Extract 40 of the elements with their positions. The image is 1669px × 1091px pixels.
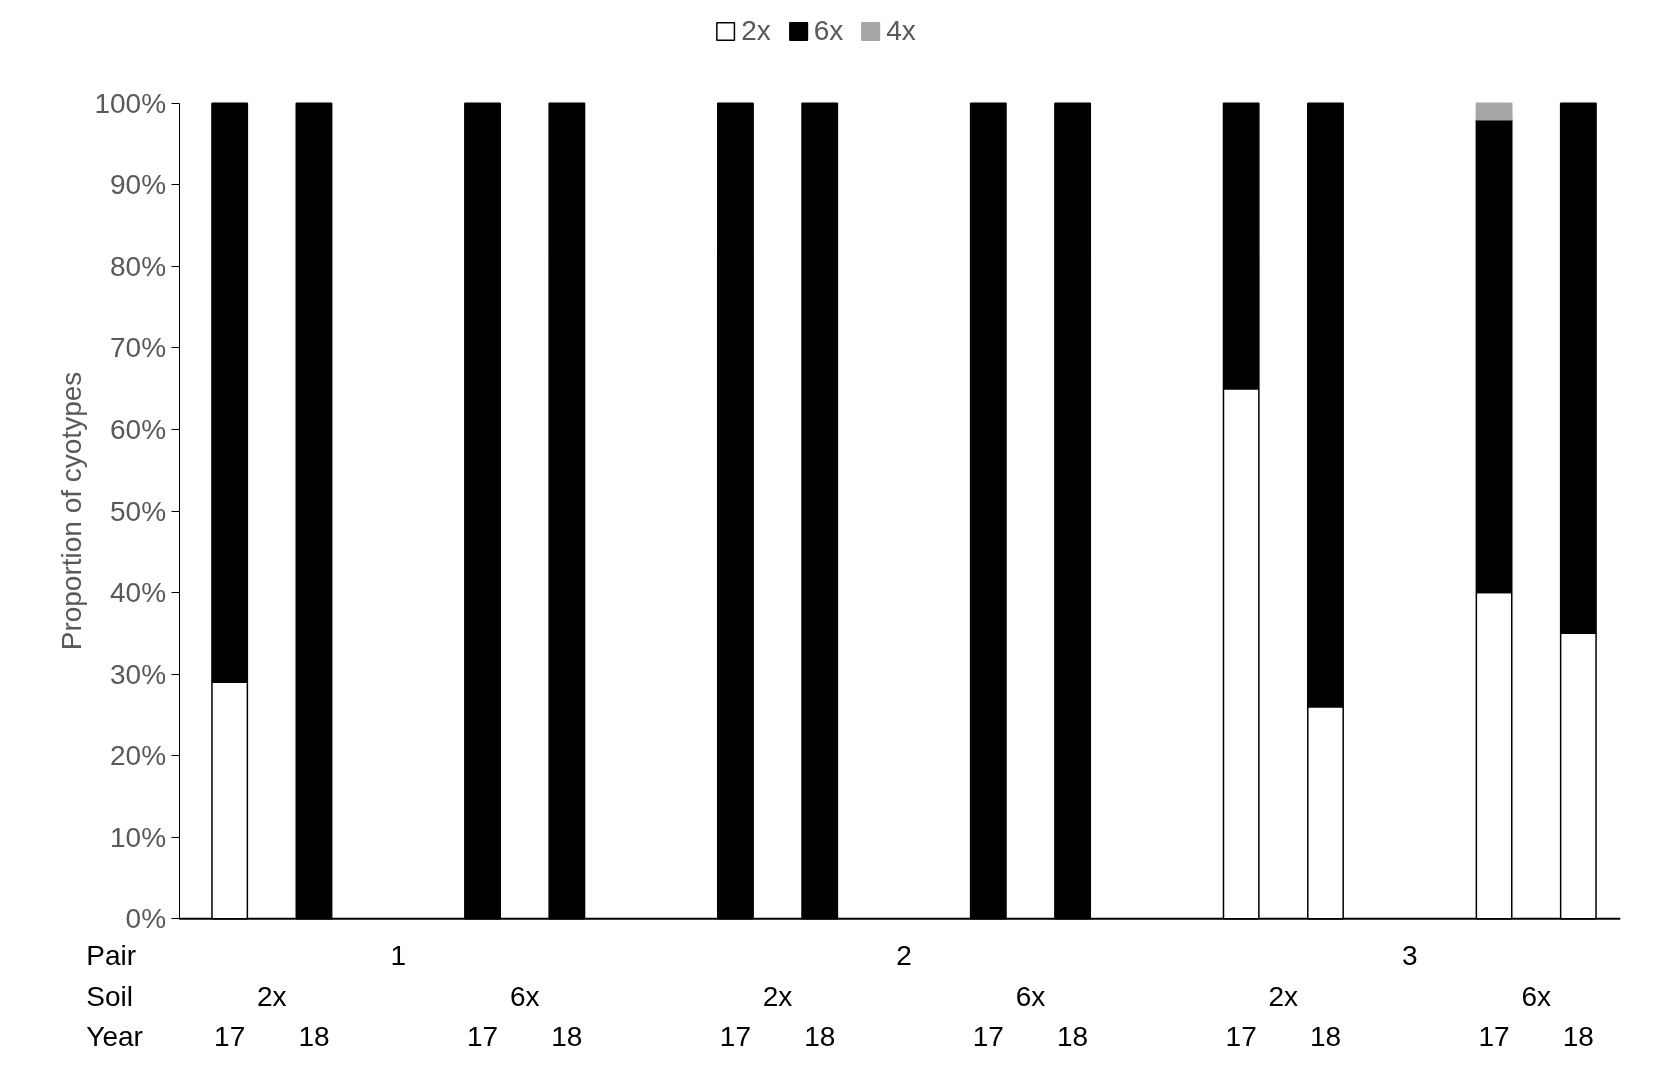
x-tick-label: 17 [214, 1021, 246, 1053]
text: 2x [257, 980, 287, 1012]
y-tick-label: 10% [110, 821, 167, 853]
text: Soil [86, 980, 134, 1012]
text: 3 [1401, 939, 1418, 971]
legend-label: 6x [813, 15, 844, 47]
y-tick-label: 0% [125, 903, 167, 935]
text: 2 [896, 939, 912, 971]
text: 6x [1015, 980, 1046, 1012]
bar [1475, 102, 1513, 121]
x-tick-label: 18 [1057, 1021, 1089, 1053]
x-tick-label: 18 [298, 1021, 330, 1053]
legend-label: 4x [886, 15, 916, 47]
x-tick-label: 18 [551, 1021, 583, 1053]
text: 6x [1521, 980, 1551, 1012]
x-tick-label: 18 [1309, 1021, 1342, 1053]
legend-label: 2x [741, 15, 771, 47]
y-tick-label: 20% [110, 740, 167, 772]
y-tick-label: 80% [110, 250, 167, 282]
y-tick-label: 70% [110, 332, 167, 364]
x-tick-label: 18 [1562, 1021, 1594, 1053]
y-tick-label: 90% [110, 169, 167, 201]
x-tick-label: 17 [972, 1021, 1004, 1053]
x-tick-label: 17 [1478, 1021, 1510, 1053]
text: Pair [86, 939, 137, 971]
text: 2x [762, 980, 793, 1012]
y-tick-label: 100% [94, 87, 167, 119]
y-tick-label: 40% [110, 577, 167, 609]
y-tick-label: 60% [110, 414, 167, 445]
text: 1 [390, 939, 407, 971]
text: 6x [509, 980, 540, 1012]
text: 2x [1268, 980, 1299, 1012]
x-tick-label: 17 [1225, 1021, 1257, 1053]
x-tick-label: 17 [466, 1021, 499, 1053]
y-axis-title: Proportion of cyotypes [55, 371, 87, 651]
y-tick-label: 30% [110, 658, 167, 690]
x-tick-label: 18 [804, 1021, 836, 1053]
x-tick-label: 17 [719, 1021, 752, 1053]
y-tick-label: 50% [110, 495, 167, 527]
text: Year [86, 1021, 143, 1053]
